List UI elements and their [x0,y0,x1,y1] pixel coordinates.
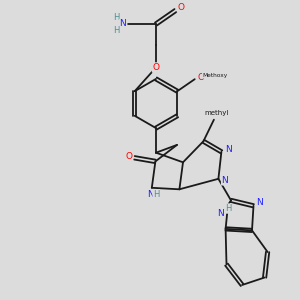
Text: N: N [217,209,224,218]
Text: N: N [225,145,231,154]
Text: N: N [222,176,228,185]
Text: N: N [256,198,263,207]
Text: N: N [120,20,126,28]
Text: O: O [125,152,133,161]
Text: methyl: methyl [205,110,229,116]
Text: H: H [153,190,160,199]
Text: N: N [147,190,154,199]
Text: H: H [113,26,120,35]
Text: O: O [152,63,160,72]
Text: O: O [177,3,184,12]
Text: O: O [197,73,204,82]
Text: H: H [113,13,120,22]
Text: H: H [225,204,232,213]
Text: Methoxy: Methoxy [202,73,228,78]
